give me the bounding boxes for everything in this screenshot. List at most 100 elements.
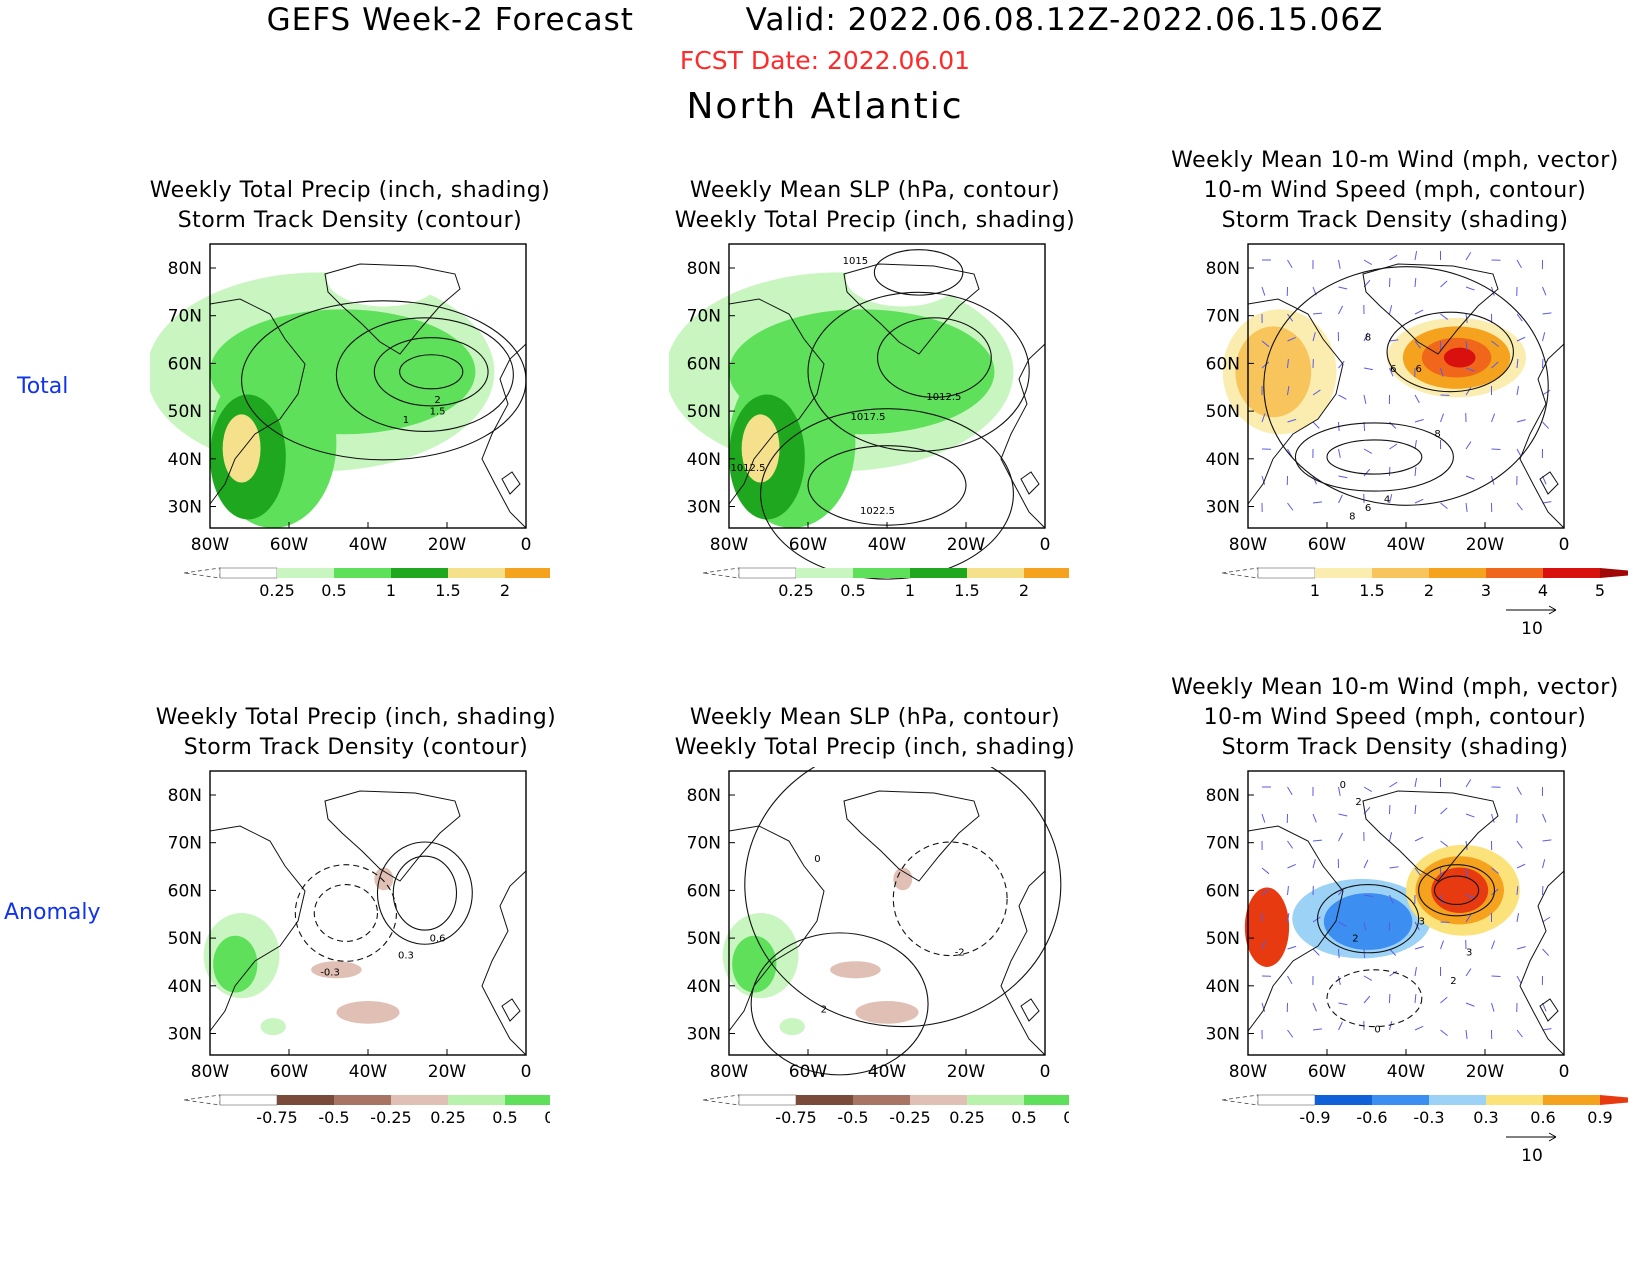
region-title: North Atlantic [686, 86, 964, 127]
precip-anom-shade [374, 867, 394, 891]
lon-label: 20W [1466, 535, 1505, 555]
colorbar-label: -0.75 [775, 1108, 816, 1127]
contour-label: 6 [1390, 364, 1396, 375]
wind-vector [1389, 781, 1398, 788]
lat-label: 70N [687, 307, 721, 327]
lat-label: 40N [168, 450, 202, 470]
wind-vector [1363, 468, 1371, 477]
colorbar-label: 1.5 [954, 581, 979, 600]
colorbar-label: 0.5 [840, 581, 865, 600]
wind-vector [1516, 863, 1526, 869]
panel-title-total-slp: Weekly Mean SLP (hPa, contour) Weekly Tot… [674, 178, 1076, 233]
panel-title-total-precip: Weekly Total Precip (inch, shading) Storm… [149, 178, 551, 233]
wind-vector [1414, 277, 1417, 288]
colorbar-label: 0.5 [1011, 1108, 1036, 1127]
wind-vector [1287, 358, 1289, 369]
wind-vector [1389, 367, 1394, 377]
wind-vector [1465, 502, 1468, 512]
colorbar-swatch [967, 568, 1024, 578]
lon-label: 60W [1308, 1062, 1347, 1082]
colorbar-swatch [391, 568, 448, 578]
wind-vector [1261, 867, 1270, 875]
wind-speed-anom-contour [1316, 884, 1420, 954]
map-panel-anom-precip: 0.6 0.3 -0.3 80N 70N 60N 50N 40N 30N 80W 60W 40W 20W… [168, 770, 550, 1127]
wind-vector [1363, 259, 1372, 266]
wind-vector [1363, 975, 1373, 981]
contour-label: 3 [1419, 916, 1425, 927]
wind-speed-contour [1263, 266, 1549, 506]
contour-label: 1017.5 [851, 412, 886, 423]
colorbar-tail-low [1221, 567, 1259, 579]
europe-coastline [481, 870, 527, 1056]
wind-vector [1338, 475, 1348, 479]
wind-vector [1542, 1028, 1552, 1031]
wind-vector [1440, 367, 1444, 377]
wind-vector [1363, 367, 1373, 371]
wind-vector [1542, 332, 1546, 342]
colorbar-tail-high [1600, 1095, 1628, 1105]
lon-label: 20W [947, 1062, 986, 1082]
contour-label: 3 [1466, 948, 1472, 959]
lon-label: 0 [1040, 535, 1051, 555]
lon-label: 20W [428, 535, 467, 555]
colorbar-label: -0.5 [837, 1108, 868, 1127]
greenland-coastline [324, 263, 461, 355]
wind-vector [1287, 386, 1290, 396]
europe-coastline [1000, 870, 1046, 1056]
colorbar-label: 2 [500, 581, 510, 600]
wind-vector [1491, 940, 1496, 950]
wind-vector [1261, 888, 1270, 896]
wind-vector [1516, 313, 1523, 322]
wind-vector [1261, 940, 1266, 950]
colorbar-label: 5 [1595, 581, 1605, 600]
colorbar-label: 0.25 [778, 581, 814, 600]
colorbar-label: 2.5 [549, 581, 550, 600]
wind-vector [1414, 836, 1424, 842]
lat-label: 60N [687, 354, 721, 374]
colorbar-label: 0.3 [1473, 1108, 1498, 1127]
contour-label: 2 [434, 395, 440, 406]
lat-label: 30N [1206, 498, 1240, 518]
colorbar-swatch [1257, 1094, 1316, 1106]
greenland-coastline [324, 790, 461, 882]
lon-label: 40W [1387, 535, 1426, 555]
slp-anom-contour [744, 767, 1062, 1028]
wind-vector [1491, 867, 1499, 874]
colorbar-label: 0.25 [949, 1108, 985, 1127]
lat-label: 40N [168, 977, 202, 997]
wind-vector [1287, 1029, 1294, 1038]
lon-label: 40W [1387, 1062, 1426, 1082]
wind-vector [1261, 813, 1266, 823]
colorbar-swatch [853, 568, 910, 578]
wind-vector [1440, 502, 1448, 509]
wind-vector [1440, 940, 1444, 950]
lon-label: 80W [1229, 1062, 1268, 1082]
colorbar-swatch [505, 1095, 550, 1105]
wind-speed-contour [1294, 422, 1454, 492]
north-america-coastline [728, 298, 825, 505]
wind-vector [1440, 840, 1448, 847]
storm-density-anom-shade [1323, 893, 1413, 950]
colorbar-label: 4 [1538, 581, 1548, 600]
contour-label: -0.3 [320, 967, 340, 978]
greenland-coastline [1362, 790, 1499, 882]
colorbar-label: 0.75 [544, 1108, 550, 1127]
wind-vector [1287, 259, 1293, 268]
wind-vector [1338, 948, 1340, 959]
lon-label: 60W [270, 535, 309, 555]
contour-label: 0 [814, 854, 820, 865]
lat-label: 30N [687, 1025, 721, 1045]
contour-label: 8 [1365, 333, 1371, 344]
wind-vector [1338, 921, 1347, 927]
lon-label: 80W [191, 1062, 230, 1082]
wind-vector [1542, 501, 1552, 504]
colorbar-swatch [1543, 1095, 1600, 1105]
colorbar-swatch [1429, 568, 1486, 578]
colorbar-swatch [1486, 568, 1543, 578]
wind-vector [1389, 494, 1393, 504]
wind-vector [1287, 840, 1294, 849]
wind-vector [1312, 859, 1316, 869]
lon-label: 0 [1559, 1062, 1570, 1082]
colorbar-label: 2 [1019, 581, 1029, 600]
colorbar-tail-low [1221, 1094, 1259, 1106]
